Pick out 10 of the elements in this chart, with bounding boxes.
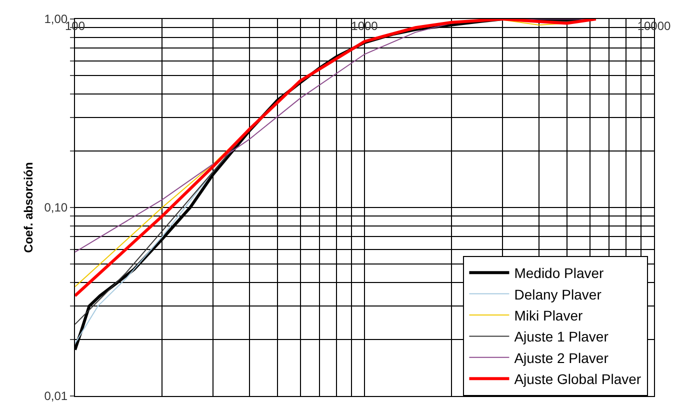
legend-label: Ajuste 2 Plaver bbox=[514, 350, 609, 366]
y-axis-title: Coef. absorción bbox=[22, 162, 36, 253]
legend-label: Ajuste 1 Plaver bbox=[514, 328, 609, 345]
legend-label: Ajuste Global Plaver bbox=[514, 371, 642, 388]
y-tick-label: 0,01 bbox=[44, 389, 68, 404]
legend-label: Miki Plaver bbox=[514, 307, 584, 324]
y-tick-label: 1,00 bbox=[44, 12, 68, 26]
y-tick-label: 0,10 bbox=[44, 200, 68, 215]
legend-label: Delany Plaver bbox=[514, 286, 602, 302]
legend-label: Medido Plaver bbox=[514, 265, 604, 282]
